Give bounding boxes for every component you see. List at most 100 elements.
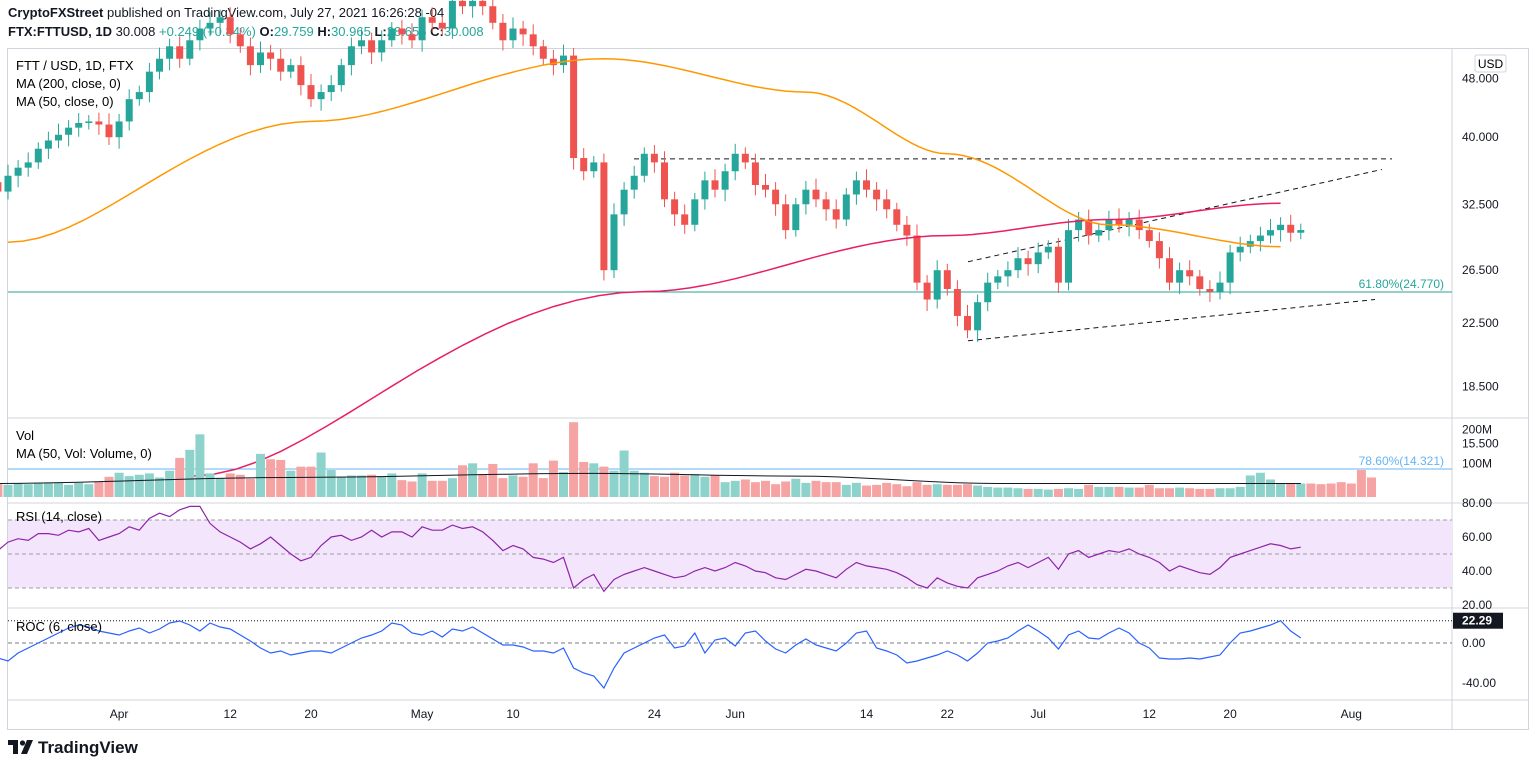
volume-bar <box>902 486 912 497</box>
candle-body <box>438 22 446 29</box>
candle-body <box>1226 252 1234 283</box>
volume-bar <box>548 460 558 497</box>
candle-body <box>1246 241 1254 247</box>
candle-body <box>34 148 42 163</box>
candle-body <box>711 180 719 190</box>
candle-body <box>277 58 285 72</box>
candle-body <box>145 71 153 93</box>
candle-body <box>590 162 598 172</box>
rsi-pane[interactable] <box>0 505 1452 593</box>
volume-bar <box>680 475 690 497</box>
volume-bar <box>589 463 599 497</box>
volume-bar <box>811 480 821 497</box>
volume-bar <box>882 482 892 497</box>
chart-frame <box>7 48 1529 730</box>
candle-body <box>226 17 234 35</box>
candle-body <box>368 40 376 53</box>
high-label: H: <box>317 24 332 39</box>
time-axis-tick: 22 <box>941 707 955 721</box>
last-price: 30.008 <box>115 24 156 39</box>
candle-body <box>883 199 891 210</box>
tradingview-logo[interactable]: TradingView <box>8 738 138 758</box>
candle-body <box>751 162 759 185</box>
tradingview-logo-text: TradingView <box>38 738 138 757</box>
price-pane[interactable]: 61.80%(24.770) 78.60%(14.321) <box>0 0 1452 478</box>
candle-body <box>943 270 951 290</box>
volume-bar <box>963 484 972 497</box>
candle-body <box>549 58 557 66</box>
volume-pane-title: Vol <box>16 428 34 443</box>
volume-bar <box>720 482 730 497</box>
volume-bar <box>912 482 922 497</box>
volume-bar <box>801 482 811 497</box>
candle-body <box>832 209 840 220</box>
volume-bar <box>1124 487 1134 497</box>
candle-body <box>1267 230 1274 236</box>
volume-bar <box>973 485 983 497</box>
candle-body <box>852 180 860 195</box>
candle-body <box>640 153 648 176</box>
volume-bar <box>1154 488 1164 497</box>
candle-body <box>459 0 466 7</box>
currency-badge[interactable] <box>1474 54 1507 73</box>
candle-body <box>964 315 971 331</box>
time-axis-tick: 12 <box>1143 707 1157 721</box>
candle-body <box>378 40 386 53</box>
volume-bar <box>1074 488 1084 497</box>
price-pane-title: FTT / USD, 1D, FTX <box>16 58 134 73</box>
time-axis[interactable]: Apr 12 20 May 10 24 Jun 14 22 Jul 12 20 Aug <box>110 707 1362 721</box>
volume-bar <box>43 482 53 497</box>
candle-body <box>1236 246 1244 253</box>
volume-bar <box>649 476 659 497</box>
candle-body <box>448 0 456 29</box>
candle-body <box>65 127 73 135</box>
candle-body <box>166 46 174 59</box>
candle-body <box>186 40 194 59</box>
volume-bar <box>710 475 720 497</box>
time-axis-tick: 20 <box>304 707 318 721</box>
volume-bar <box>367 474 377 497</box>
volume-pane[interactable] <box>0 422 1376 497</box>
price-axis[interactable]: 48.000 40.000 32.500 26.500 22.500 18.500 15.5… <box>1453 71 1503 690</box>
candle-body <box>1186 270 1194 277</box>
volume-bar <box>175 457 185 497</box>
candle-body <box>1287 224 1295 233</box>
candle-body <box>75 122 83 128</box>
volume-bar <box>114 472 124 497</box>
candle-body <box>822 199 830 210</box>
volume-bar <box>579 461 589 497</box>
volume-bar <box>1326 483 1336 497</box>
roc-pane[interactable] <box>0 619 1452 690</box>
volume-bar <box>417 473 427 497</box>
volume-bar <box>185 449 195 497</box>
candle-body <box>913 235 921 283</box>
volume-bar <box>771 484 781 497</box>
volume-bar <box>1266 479 1275 497</box>
candle-body <box>741 153 749 163</box>
candle-body <box>782 204 790 231</box>
time-axis-tick: Jun <box>726 707 745 721</box>
candle-body <box>1196 276 1204 290</box>
volume-bar <box>266 459 276 497</box>
volume-bar <box>1043 489 1053 497</box>
volume-bar <box>104 476 114 497</box>
ma50-line <box>7 57 1281 248</box>
candle-body <box>984 282 992 303</box>
publisher-name[interactable]: CryptoFXStreet <box>8 5 104 20</box>
volume-bar <box>559 472 568 497</box>
volume-bar <box>0 484 3 497</box>
candle-body <box>802 189 810 205</box>
candle-body <box>974 302 982 331</box>
time-axis-tick: 24 <box>648 707 662 721</box>
candle-body <box>408 34 416 41</box>
channel-lower-line <box>967 299 1376 342</box>
candle-body <box>206 22 214 29</box>
price-axis-tick: 48.000 <box>1462 71 1499 85</box>
volume-bar <box>1114 486 1124 497</box>
candle-body <box>893 209 901 225</box>
volume-bar <box>357 475 366 497</box>
volume-bar <box>387 473 397 497</box>
candle-body <box>236 34 244 47</box>
volume-bar <box>225 473 235 497</box>
